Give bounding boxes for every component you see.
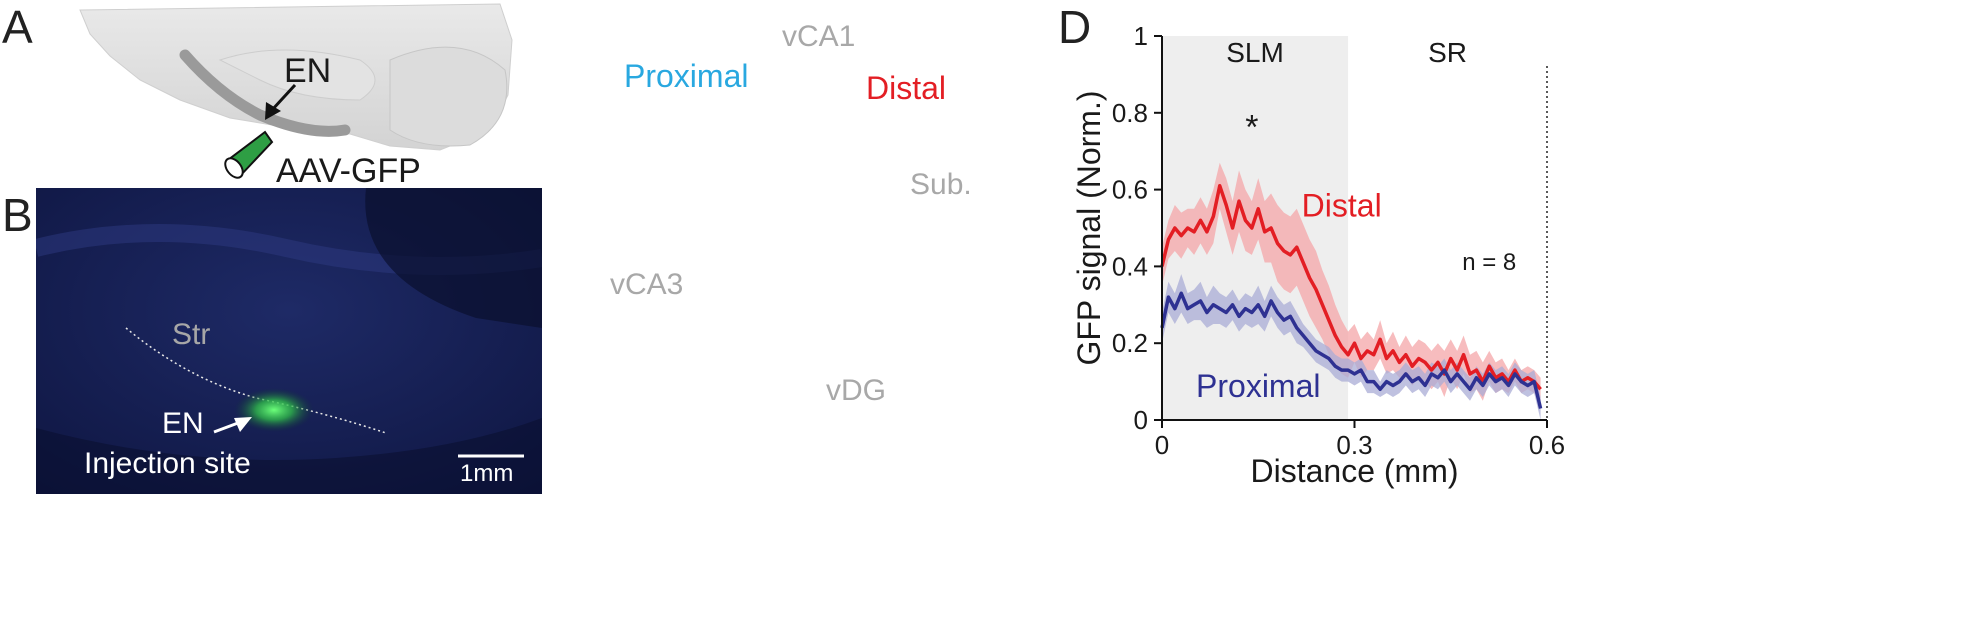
proximal-line [730,91,786,237]
x-tick-label: 0 [1155,430,1169,460]
dentate-gyrus [727,276,841,481]
n-count-annotation: n = 8 [1462,249,1516,276]
distal-line [812,109,894,246]
brain-schematic [79,3,513,179]
band-proximal [1162,274,1541,420]
significance-star: * [1245,108,1258,146]
gfp-terminals [698,125,938,285]
y-tick-label: 1 [1134,21,1148,51]
panel-b-scalebar-label: 1mm [460,460,514,487]
en-band [179,49,351,137]
panel-c-micrograph [548,0,1036,494]
panel-c-distal-label: Distal [866,70,947,106]
panel-c-vdg-label: vDG [826,374,886,407]
x-tick-label: 0.6 [1529,430,1565,460]
panel-a-letter: A [2,1,33,53]
panel-c-vca3-label: vCA3 [610,268,684,301]
panel-b-letter: B [2,189,33,241]
panel-c-letter: C [552,1,586,53]
panel-c-proximal-label: Proximal [624,58,749,94]
en-arrow-icon [270,83,297,112]
y-tick-label: 0.2 [1112,328,1148,358]
panel-b-micrograph [36,188,542,494]
panel-a-en-label: EN [284,52,332,90]
line-proximal [1160,291,1543,409]
y-tick-label: 0 [1134,405,1148,435]
panel-b-region-label: Str [172,318,211,351]
series-label-proximal: Proximal [1196,368,1320,404]
panel-c-sub-label: Sub. [910,168,972,201]
panel-b-injection-label: Injection site [84,447,251,480]
y-tick-label: 0.4 [1112,251,1148,281]
x-tick-label: 0.3 [1336,430,1372,460]
y-axis-title: GFP signal (Norm.) [1071,90,1107,365]
gfp-profile-chart: 0 0.2 0.4 0.6 0.8 1 0 0.3 0.6 Distance (mm) GFP si… [1071,21,1565,489]
region-label-sr: SR [1428,37,1467,68]
line-distal [1160,184,1542,391]
panel-c-vca1-label: vCA1 [782,20,856,53]
cerebellum [389,46,508,147]
panel-c-scalebar-label: 0.1 mm [944,463,1025,490]
hippocampus [218,49,376,101]
region-label-slm: SLM [1226,37,1284,68]
band-distal [1162,162,1541,401]
injection-glow [234,388,314,432]
y-tick-label: 0.8 [1112,98,1148,128]
series-label-distal: Distal [1302,187,1382,223]
panel-a-virus-label: AAV-GFP [276,152,421,190]
panel-b-en-label: EN [162,407,204,440]
y-tick-label: 0.6 [1112,175,1148,205]
en-dotted-trace [125,327,387,434]
pipette-icon [224,130,274,179]
panel-d-letter: D [1058,1,1092,53]
x-axis-title: Distance (mm) [1250,453,1458,489]
